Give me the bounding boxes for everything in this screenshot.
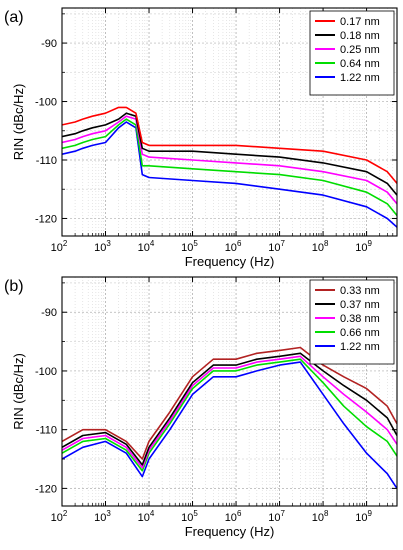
- series-line: [62, 361, 397, 489]
- x-tick-label: 102: [51, 509, 68, 524]
- x-axis-title: Frequency (Hz): [185, 524, 275, 539]
- x-tick-exponent: 6: [237, 239, 242, 248]
- x-tick-exponent: 7: [280, 239, 285, 248]
- x-tick-exponent: 6: [237, 509, 242, 518]
- y-axis-title: RIN (dBc/Hz): [11, 84, 26, 161]
- panel-label: (b): [4, 278, 24, 295]
- x-tick-label: 107: [268, 509, 285, 524]
- y-tick-label: -100: [35, 366, 57, 378]
- y-tick-label: -90: [41, 38, 57, 50]
- x-tick-label: 102: [51, 239, 68, 254]
- legend-label: 0.25 nm: [340, 44, 380, 56]
- series-line: [62, 355, 397, 469]
- x-tick-label: 108: [312, 239, 329, 254]
- panel-label: (a): [4, 9, 24, 26]
- x-tick-exponent: 3: [106, 509, 111, 518]
- series-line: [62, 118, 397, 217]
- y-tick-label: -100: [35, 97, 57, 109]
- x-tick-label: 103: [94, 239, 111, 254]
- legend-label: 0.66 nm: [340, 327, 380, 339]
- legend-label: 0.17 nm: [340, 16, 380, 28]
- legend-label: 1.22 nm: [340, 341, 380, 353]
- x-tick-exponent: 2: [63, 239, 68, 248]
- x-tick-exponent: 4: [150, 239, 155, 248]
- y-tick-label: -110: [36, 425, 57, 437]
- chart-panel-a: -90 -100 -110 -120 102 103 104 105 106 107 108 109 F…: [4, 7, 398, 269]
- x-tick-label: 105: [181, 239, 198, 254]
- y-tick-label: -120: [35, 213, 57, 225]
- x-tick-label: 106: [225, 239, 242, 254]
- x-tick-label: 108: [312, 509, 329, 524]
- x-tick-label: 105: [181, 509, 198, 524]
- x-tick-exponent: 8: [324, 239, 329, 248]
- x-tick-label: 109: [355, 239, 372, 254]
- x-tick-label: 109: [355, 509, 372, 524]
- y-tick-label: -120: [35, 483, 57, 495]
- series-line: [62, 106, 397, 184]
- series-line: [62, 352, 397, 466]
- x-tick-label: 104: [138, 509, 155, 524]
- x-tick-exponent: 3: [106, 239, 111, 248]
- x-tick-exponent: 5: [193, 239, 198, 248]
- x-tick-exponent: 7: [280, 509, 285, 518]
- y-axis-title: RIN (dBc/Hz): [11, 353, 26, 430]
- x-tick-label: 107: [268, 239, 285, 254]
- legend-label: 0.33 nm: [340, 285, 380, 297]
- y-tick-label: -90: [41, 307, 57, 319]
- chart-panel-b: -90 -100 -110 -120 102 103 104 105 106 107 108 109 F…: [4, 276, 398, 539]
- legend-label: 0.18 nm: [340, 30, 380, 42]
- series-line: [62, 346, 397, 460]
- series-line: [62, 121, 397, 228]
- legend-box: [309, 10, 395, 96]
- legend-label: 1.22 nm: [340, 72, 380, 84]
- x-tick-label: 106: [225, 509, 242, 524]
- x-tick-exponent: 9: [367, 239, 372, 248]
- series-line: [62, 115, 397, 205]
- legend-label: 0.64 nm: [340, 58, 380, 70]
- x-tick-label: 104: [138, 239, 155, 254]
- legend-label: 0.37 nm: [340, 299, 380, 311]
- x-tick-exponent: 8: [324, 509, 329, 518]
- series-line: [62, 358, 397, 472]
- x-tick-exponent: 2: [63, 509, 68, 518]
- x-tick-exponent: 4: [150, 509, 155, 518]
- legend: 0.17 nm 0.18 nm 0.25 nm 0.64 nm 1.22 nm: [309, 10, 395, 96]
- legend-box: [309, 279, 395, 365]
- x-tick-exponent: 5: [193, 509, 198, 518]
- x-tick-label: 103: [94, 509, 111, 524]
- series-line: [62, 112, 397, 196]
- y-tick-label: -110: [36, 155, 57, 167]
- x-tick-exponent: 9: [367, 509, 372, 518]
- legend: 0.33 nm 0.37 nm 0.38 nm 0.66 nm 1.22 nm: [309, 279, 395, 365]
- x-axis-title: Frequency (Hz): [185, 254, 275, 269]
- legend-label: 0.38 nm: [340, 313, 380, 325]
